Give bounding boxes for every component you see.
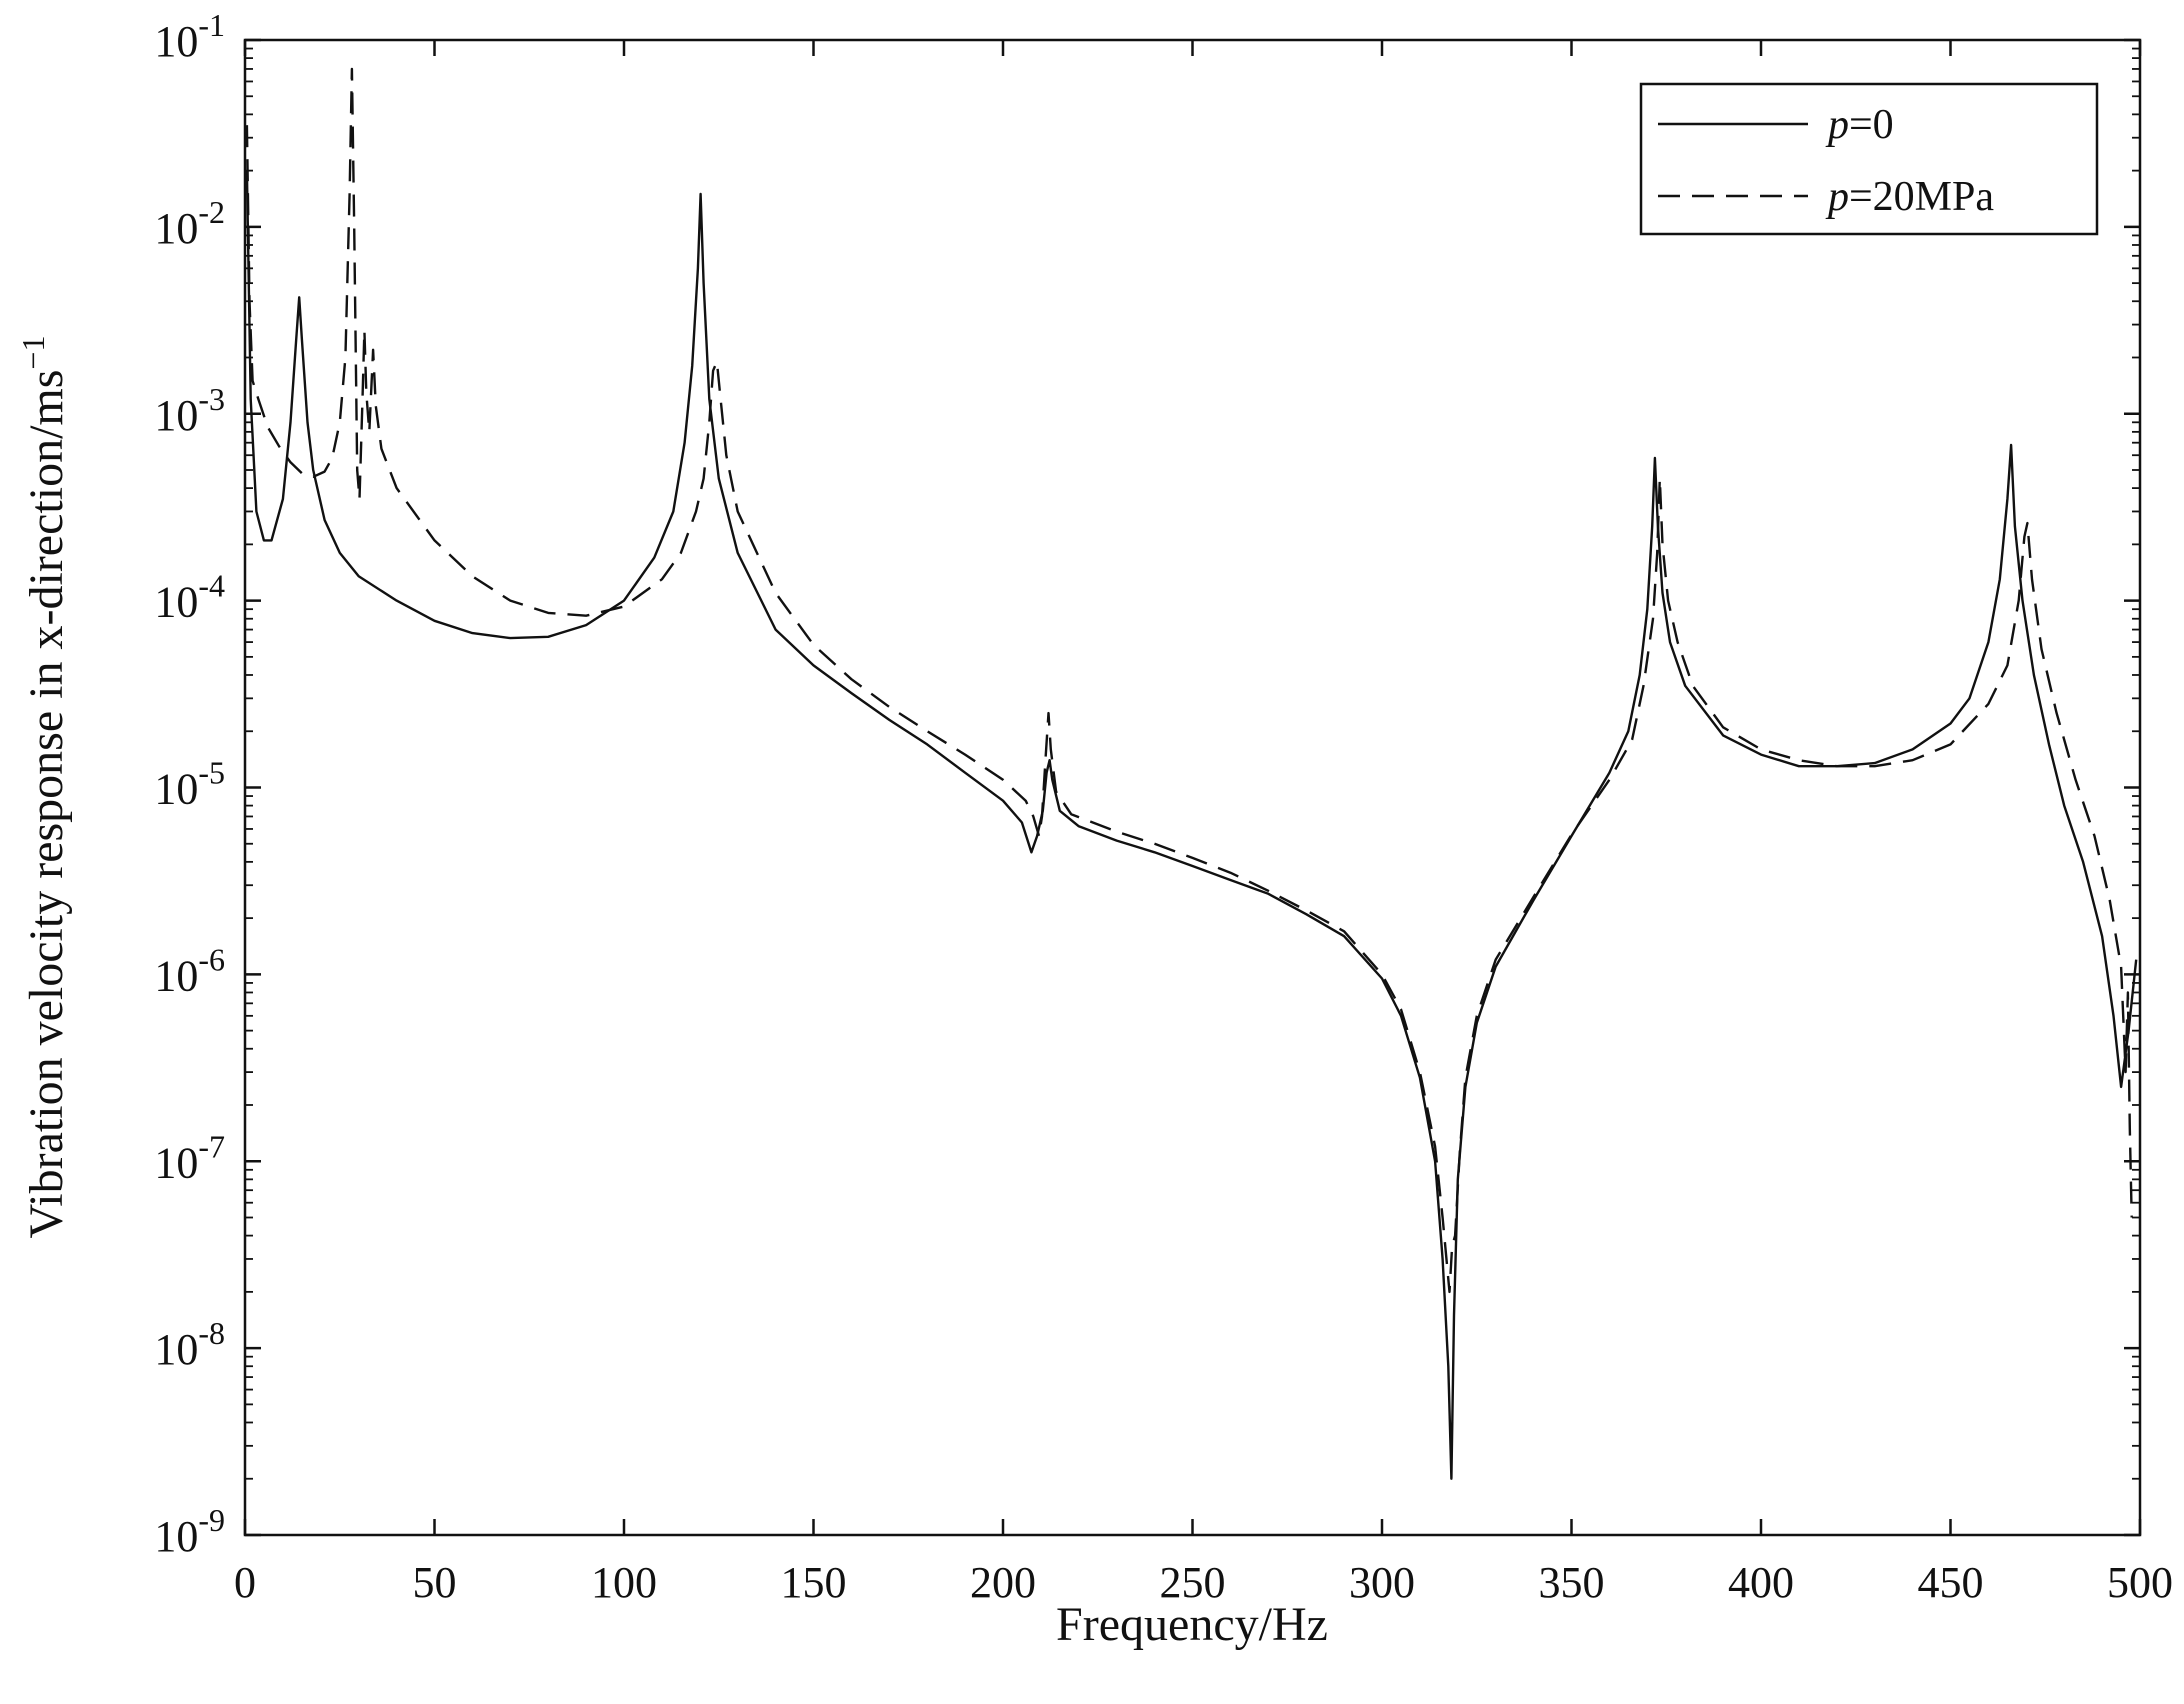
legend-label-p20: p=20MPa — [1825, 174, 1994, 220]
y-tick-label: 10-6 — [154, 941, 225, 1000]
y-tick-label: 10-2 — [154, 194, 225, 253]
x-axis: 0 50 100 150 200 250 300 350 400 450 500 — [234, 40, 2173, 1607]
y-axis-title: Vibration velocity response in x-directi… — [15, 336, 73, 1239]
series-layer — [245, 67, 2138, 1480]
plot-frame — [243, 38, 2142, 1537]
x-tick-label: 250 — [1160, 1558, 1226, 1607]
y-tick-label: 10-4 — [154, 568, 225, 627]
x-tick-label: 500 — [2107, 1558, 2173, 1607]
x-tick-label: 150 — [781, 1558, 847, 1607]
y-tick-label: 10-8 — [154, 1315, 225, 1374]
legend-label-p0: p=0 — [1825, 102, 1894, 148]
y-axis: 10-9 10-8 10-7 10-6 10-5 10-4 10-3 10-2 10-1 — [154, 7, 2140, 1561]
y-tick-label: 10-3 — [154, 381, 225, 440]
x-tick-label: 0 — [234, 1558, 256, 1607]
y-axis-title-superscript: −1 — [15, 336, 51, 370]
x-tick-label: 200 — [970, 1558, 1036, 1607]
legend: p=0 p=20MPa — [1639, 82, 2099, 236]
y-tick-label: 10-1 — [154, 7, 225, 66]
y-tick-label: 10-7 — [154, 1128, 225, 1187]
legend-box — [1639, 82, 2099, 236]
x-tick-label: 50 — [413, 1558, 457, 1607]
y-tick-label: 10-9 — [154, 1502, 225, 1561]
x-tick-label: 350 — [1539, 1558, 1605, 1607]
y-axis-title-text: Vibration velocity response in x-directi… — [20, 370, 73, 1239]
x-tick-label: 400 — [1728, 1558, 1794, 1607]
series-line-p20mpa — [245, 67, 2133, 1294]
x-axis-title: Frequency/Hz — [1056, 1598, 1328, 1651]
x-tick-label: 100 — [591, 1558, 657, 1607]
plot-area — [243, 38, 2142, 1537]
x-tick-label: 300 — [1349, 1558, 1415, 1607]
y-tick-label: 10-5 — [154, 755, 225, 814]
x-tick-label: 450 — [1918, 1558, 1984, 1607]
svg-text:Vibration velocity response in: Vibration velocity response in x-directi… — [15, 336, 73, 1239]
series-line-p0 — [245, 170, 2138, 1480]
